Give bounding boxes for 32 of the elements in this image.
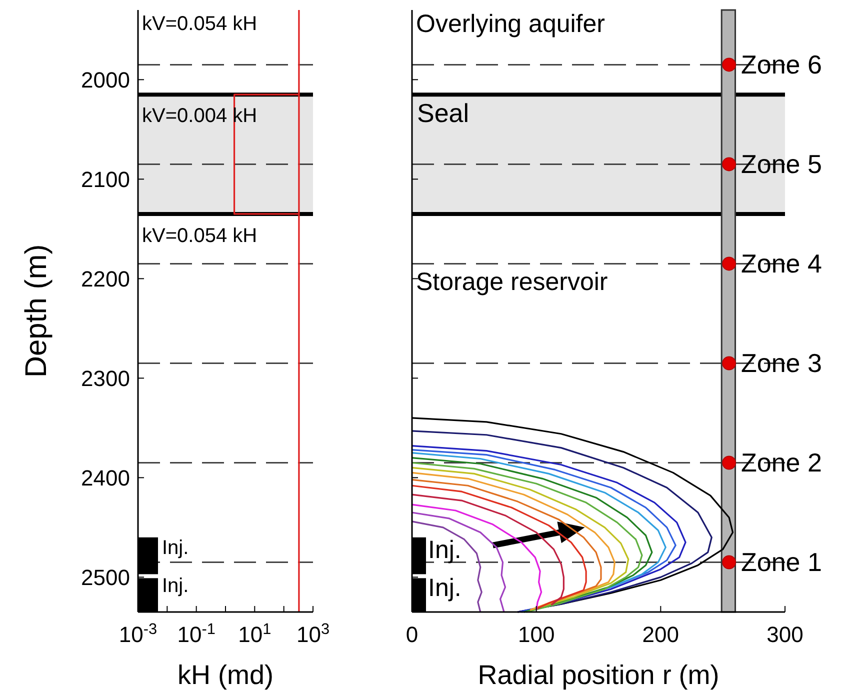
annotation: Inj. [162, 536, 189, 559]
y-tick-label: 2500 [81, 564, 130, 590]
x-tick-label: 10$^{3}$ [296, 620, 330, 647]
x-tick-label: 10$^{1}$ [238, 620, 272, 647]
ref-line-label: Zone 4 [741, 248, 822, 279]
y-tick-label: 2100 [81, 166, 130, 192]
y-tick-label: 2400 [81, 465, 130, 490]
x-tick-label: 100 [518, 622, 555, 647]
annotation: Inj. [428, 536, 462, 564]
y-tick-label: 2000 [81, 67, 130, 92]
ref-line-label: Zone 6 [741, 50, 822, 80]
ref-line-label: Zone 3 [741, 348, 822, 378]
ref-line-label: Zone 2 [741, 448, 822, 478]
x-axis-title: kH (md) [178, 660, 274, 690]
annotation: Overlying aquifer [416, 10, 605, 38]
annotation: Inj. [428, 574, 462, 602]
ref-line-label: Zone 1 [741, 547, 822, 578]
y-tick-label: 2300 [81, 366, 130, 391]
annotation: kV=0.054 kH [142, 224, 258, 247]
x-tick-label: 0 [406, 622, 418, 647]
y-tick-label: 2200 [81, 266, 130, 292]
x-tick-label: 10$^{-3}$ [118, 620, 158, 647]
x-tick-label: 200 [642, 622, 680, 647]
annotation: kV=0.054 kH [142, 12, 258, 35]
x-tick-label: 300 [766, 622, 804, 647]
x-axis-title: Radial position r (m) [478, 660, 720, 690]
y-axis-title: Depth (m) [20, 244, 53, 378]
band-label: Seal [417, 98, 470, 128]
x-tick-label: 10$^{-1}$ [177, 620, 216, 647]
annotation: Storage reservoir [416, 268, 608, 296]
ref-line-label: Zone 5 [741, 149, 822, 180]
annotation: Inj. [162, 574, 189, 597]
